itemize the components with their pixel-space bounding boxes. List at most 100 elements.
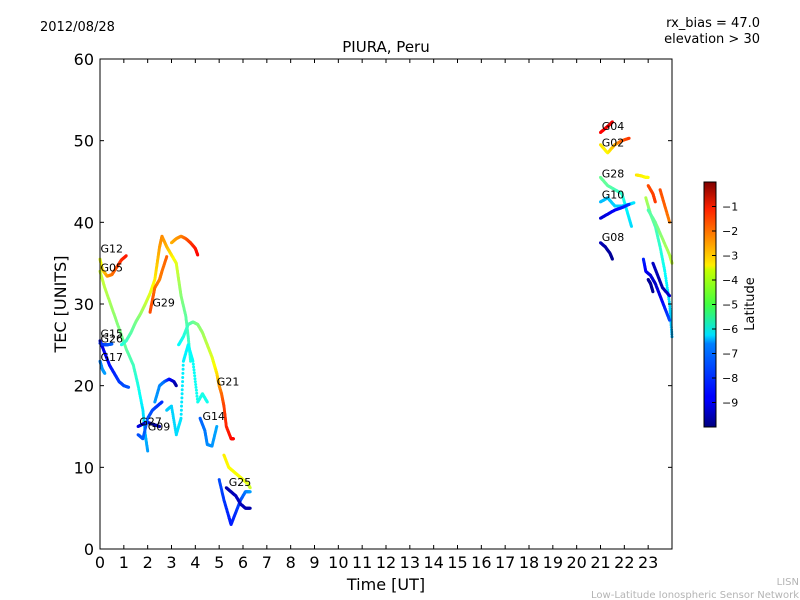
- series-g25_a: [217, 478, 252, 526]
- data-point: [664, 274, 667, 278]
- data-point: [232, 437, 235, 441]
- date-label: 2012/08/28: [40, 20, 115, 35]
- series-g28b: [634, 173, 650, 179]
- data-point: [668, 307, 672, 311]
- colorbar-ticks: −9 −8 −7 −6 −5 −4 −3 −2 −1: [712, 201, 738, 410]
- data-point: [667, 297, 671, 301]
- data-point: [610, 120, 614, 124]
- data-point: [174, 384, 178, 388]
- series-g08b: [641, 257, 672, 322]
- footer-lisn: LISN: [777, 577, 799, 588]
- satellite-label: G17: [101, 351, 124, 364]
- series-g14_b: [165, 343, 209, 437]
- data-point: [146, 449, 150, 453]
- series-g24: [646, 208, 674, 265]
- y-tick-label: 50: [74, 132, 94, 151]
- x-axis-label: Time [UT]: [346, 575, 425, 594]
- series-g15: [98, 339, 131, 389]
- x-tick-label: 23: [638, 553, 658, 572]
- data-point: [110, 342, 114, 346]
- data-point: [664, 279, 668, 283]
- y-tick-label: 30: [74, 295, 94, 314]
- satellite-label: G05: [101, 261, 124, 274]
- data-point: [181, 376, 185, 379]
- data-point: [668, 309, 672, 313]
- data-point: [627, 202, 631, 206]
- x-tick-label: 15: [447, 553, 467, 572]
- data-point: [653, 200, 657, 204]
- series-g28: [599, 175, 633, 228]
- satellite-label: G09: [148, 421, 171, 434]
- satellite-label: G04: [602, 120, 625, 133]
- y-tick-label: 0: [84, 540, 94, 559]
- colorbar-tick-label: −8: [722, 372, 738, 385]
- satellite-label: G10: [602, 189, 625, 202]
- x-tick-label: 1: [119, 553, 129, 572]
- x-tick-label: 10: [328, 553, 348, 572]
- series-g14_c: [198, 416, 219, 448]
- data-point: [180, 396, 184, 400]
- x-tick-label: 16: [471, 553, 491, 572]
- satellite-label: G27: [139, 416, 162, 429]
- data-point: [665, 283, 669, 287]
- series-g10b: [599, 202, 631, 220]
- series-g27: [136, 400, 164, 441]
- data-point: [180, 404, 183, 408]
- x-axis: 0 1 2 3 4 5 6 7 8 9 10 11 12 13 14 15 16 17 18 19 20 21 22 23: [95, 59, 658, 572]
- data-point: [191, 359, 195, 363]
- satellite-label: G15: [101, 328, 124, 341]
- data-point: [195, 391, 199, 395]
- footer-network: Low-Latitude Ionospheric Sensor Network: [591, 590, 799, 600]
- x-tick-label: 19: [543, 553, 563, 572]
- data-point: [668, 311, 672, 315]
- satellite-label: G12: [101, 243, 124, 256]
- satellite-label: G26: [101, 332, 124, 345]
- series-g29_a: [120, 234, 193, 363]
- x-tick-label: 14: [423, 553, 443, 572]
- data-point: [663, 272, 667, 276]
- data-point: [179, 416, 183, 420]
- plot-frame: [99, 58, 673, 550]
- colorbar-label: Latitude: [743, 277, 758, 331]
- data-point: [180, 400, 184, 404]
- x-tick-label: 22: [614, 553, 634, 572]
- data-point: [192, 371, 196, 375]
- series-g29_b: [148, 255, 169, 314]
- colorbar-tick-label: −3: [722, 250, 738, 263]
- data-point: [181, 371, 185, 375]
- data-point: [632, 201, 636, 205]
- data-point: [194, 383, 198, 386]
- series-g12: [98, 254, 128, 278]
- satellite-label: G21: [217, 376, 240, 389]
- data-point: [165, 255, 169, 259]
- data-point: [215, 425, 219, 428]
- data-point: [191, 362, 195, 366]
- series-g04: [599, 120, 614, 134]
- x-tick-label: 6: [238, 553, 248, 572]
- y-tick-label: 60: [74, 50, 94, 69]
- y-tick-label: 20: [74, 377, 94, 396]
- y-tick-label: 40: [74, 213, 94, 232]
- data-point: [248, 486, 252, 490]
- x-tick-label: 3: [166, 553, 176, 572]
- data-point: [668, 294, 672, 298]
- series-g25_b: [222, 453, 252, 490]
- x-tick-label: 4: [190, 553, 200, 572]
- data-point: [193, 377, 197, 381]
- data-point: [248, 490, 252, 494]
- x-tick-label: 20: [566, 553, 586, 572]
- satellite-label: G02: [602, 136, 625, 149]
- chart-title: PIURA, Peru: [342, 38, 429, 56]
- x-tick-label: 9: [309, 553, 319, 572]
- data-point: [124, 254, 128, 258]
- data-point: [196, 253, 200, 257]
- data-point: [248, 506, 252, 510]
- data-point: [665, 281, 669, 285]
- series-g05: [98, 269, 150, 453]
- x-tick-label: 13: [400, 553, 420, 572]
- data-point: [179, 412, 183, 416]
- data-point: [668, 318, 672, 322]
- x-tick-label: 17: [495, 553, 515, 572]
